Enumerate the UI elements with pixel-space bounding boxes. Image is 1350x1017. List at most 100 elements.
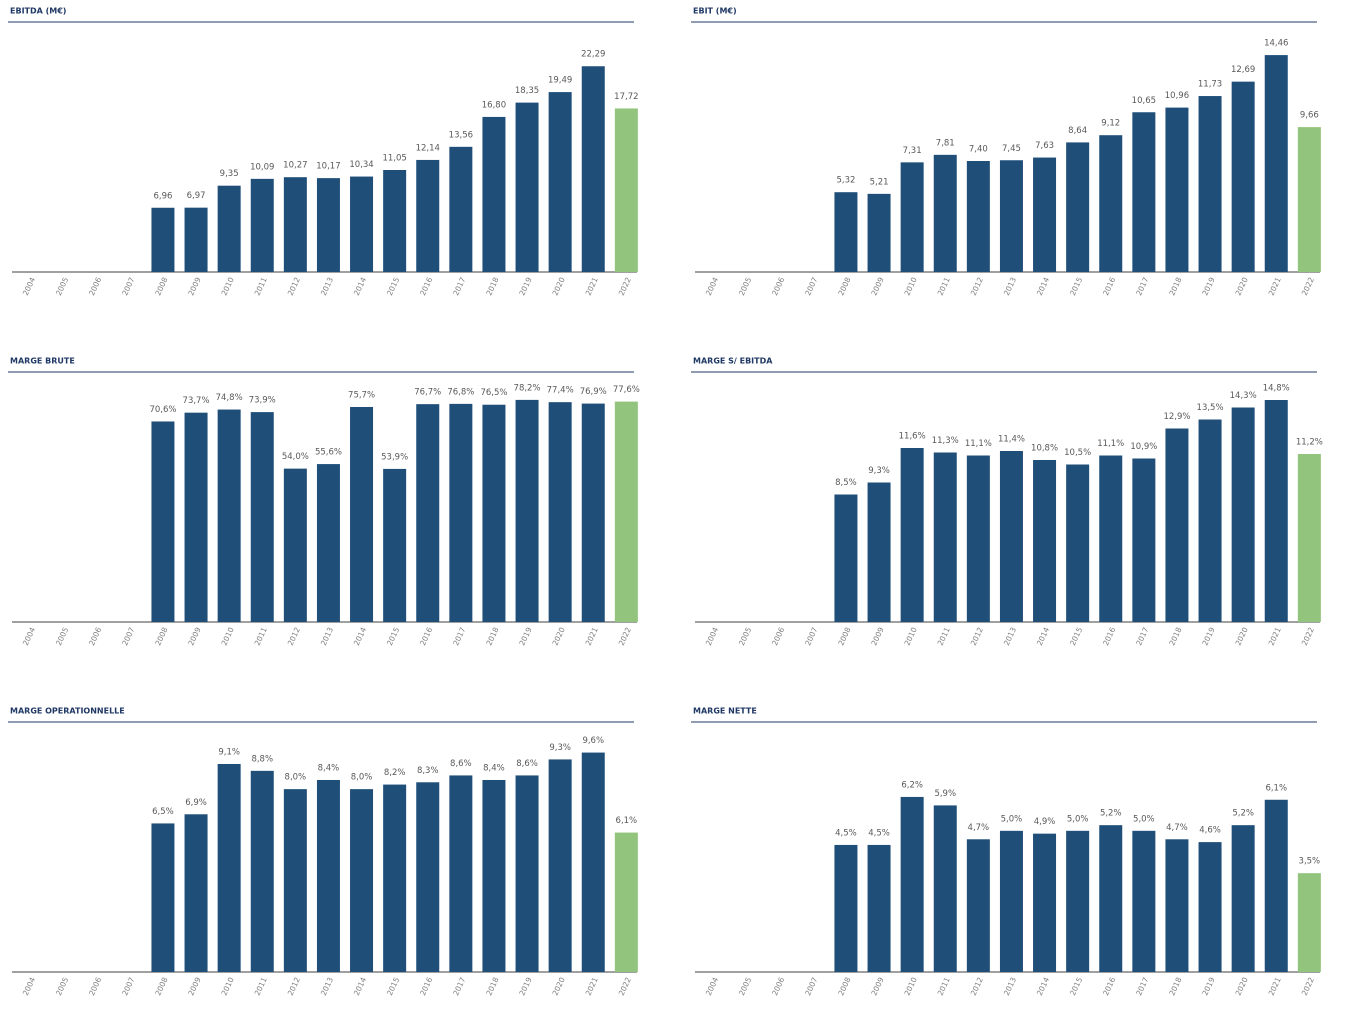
bar bbox=[614, 401, 638, 622]
value-label: 76,5% bbox=[480, 388, 507, 398]
value-label: 16,80 bbox=[482, 100, 506, 110]
value-label: 77,4% bbox=[547, 386, 574, 396]
x-tick-label: 2008 bbox=[836, 626, 852, 647]
bar bbox=[383, 170, 407, 272]
bar bbox=[1066, 464, 1090, 622]
value-label: 8,6% bbox=[450, 759, 472, 769]
x-tick-label: 2020 bbox=[1234, 626, 1250, 647]
x-tick-label: 2022 bbox=[617, 976, 633, 997]
x-tick-label: 2004 bbox=[704, 276, 720, 297]
x-tick-label: 2007 bbox=[120, 626, 136, 647]
bar bbox=[834, 494, 858, 622]
bar bbox=[966, 839, 990, 972]
x-tick-label: 2006 bbox=[770, 626, 786, 647]
x-tick-label: 2020 bbox=[1234, 276, 1250, 297]
x-tick-label: 2016 bbox=[418, 976, 434, 997]
value-label: 19,49 bbox=[548, 76, 572, 86]
bar bbox=[482, 404, 506, 622]
bar bbox=[1132, 112, 1156, 272]
value-label: 4,5% bbox=[835, 828, 857, 838]
value-label: 9,3% bbox=[549, 743, 571, 753]
x-tick-label: 2009 bbox=[186, 626, 202, 647]
bar bbox=[316, 780, 340, 972]
bar bbox=[933, 154, 957, 272]
value-label: 78,2% bbox=[514, 383, 541, 393]
value-label: 6,9% bbox=[185, 798, 207, 808]
value-label: 9,3% bbox=[868, 466, 890, 476]
x-tick-label: 2016 bbox=[1101, 976, 1117, 997]
value-label: 7,40 bbox=[969, 145, 988, 155]
chart-title: MARGE S/ EBITDA bbox=[693, 357, 773, 366]
value-label: 8,4% bbox=[318, 764, 340, 774]
value-label: 17,72 bbox=[614, 92, 638, 102]
x-tick-label: 2019 bbox=[1200, 626, 1216, 647]
bar bbox=[1132, 830, 1156, 972]
x-tick-label: 2011 bbox=[253, 976, 269, 997]
value-label: 8,0% bbox=[285, 773, 307, 783]
x-tick-label: 2009 bbox=[869, 976, 885, 997]
x-tick-label: 2012 bbox=[969, 626, 985, 647]
x-tick-label: 2011 bbox=[253, 276, 269, 297]
value-label: 8,4% bbox=[483, 764, 505, 774]
value-label: 5,32 bbox=[836, 176, 855, 186]
x-tick-label: 2014 bbox=[352, 976, 368, 997]
x-tick-label: 2017 bbox=[1134, 276, 1150, 297]
value-label: 11,1% bbox=[1097, 439, 1124, 449]
bar bbox=[581, 752, 605, 972]
x-tick-label: 2007 bbox=[120, 976, 136, 997]
bar bbox=[999, 451, 1023, 622]
x-tick-label: 2008 bbox=[153, 626, 169, 647]
chart-title: MARGE NETTE bbox=[693, 707, 757, 716]
value-label: 75,7% bbox=[348, 390, 375, 400]
x-tick-label: 2019 bbox=[1200, 976, 1216, 997]
bar bbox=[966, 161, 990, 272]
value-label: 8,6% bbox=[516, 759, 538, 769]
x-tick-label: 2012 bbox=[286, 626, 302, 647]
x-tick-label: 2017 bbox=[1134, 976, 1150, 997]
x-tick-label: 2014 bbox=[1035, 276, 1051, 297]
value-label: 54,0% bbox=[282, 452, 309, 462]
bar bbox=[515, 102, 539, 272]
value-label: 11,2% bbox=[1296, 438, 1323, 448]
x-tick-label: 2020 bbox=[1234, 976, 1250, 997]
bar bbox=[283, 468, 307, 622]
value-label: 9,12 bbox=[1101, 119, 1120, 129]
value-label: 8,5% bbox=[835, 478, 857, 488]
x-tick-label: 2006 bbox=[87, 276, 103, 297]
bar bbox=[933, 452, 957, 622]
value-label: 18,35 bbox=[515, 86, 539, 96]
x-tick-label: 2019 bbox=[517, 276, 533, 297]
x-tick-label: 2016 bbox=[1101, 626, 1117, 647]
bar bbox=[217, 409, 241, 622]
x-tick-label: 2009 bbox=[186, 276, 202, 297]
bar bbox=[416, 782, 440, 972]
bar bbox=[867, 844, 891, 972]
bar bbox=[1132, 458, 1156, 622]
value-label: 10,8% bbox=[1031, 444, 1058, 454]
x-tick-label: 2005 bbox=[737, 976, 753, 997]
value-label: 6,1% bbox=[1265, 783, 1287, 793]
x-tick-label: 2012 bbox=[969, 276, 985, 297]
x-tick-label: 2020 bbox=[551, 976, 567, 997]
value-label: 9,66 bbox=[1300, 111, 1319, 121]
value-label: 6,1% bbox=[616, 816, 638, 826]
bar bbox=[184, 412, 208, 622]
x-tick-label: 2005 bbox=[54, 276, 70, 297]
value-label: 76,9% bbox=[580, 387, 607, 397]
bar bbox=[933, 805, 957, 972]
value-label: 10,09 bbox=[250, 162, 274, 172]
x-tick-label: 2014 bbox=[352, 626, 368, 647]
bar bbox=[834, 192, 858, 272]
x-tick-label: 2011 bbox=[936, 276, 952, 297]
bar bbox=[966, 455, 990, 622]
value-label: 12,9% bbox=[1163, 412, 1190, 422]
value-label: 9,1% bbox=[218, 748, 240, 758]
bar bbox=[151, 421, 175, 622]
value-label: 11,73 bbox=[1198, 80, 1222, 90]
bar bbox=[1033, 460, 1057, 622]
value-label: 11,6% bbox=[899, 432, 926, 442]
bar bbox=[350, 789, 374, 972]
bar bbox=[416, 404, 440, 622]
bar bbox=[449, 403, 473, 622]
